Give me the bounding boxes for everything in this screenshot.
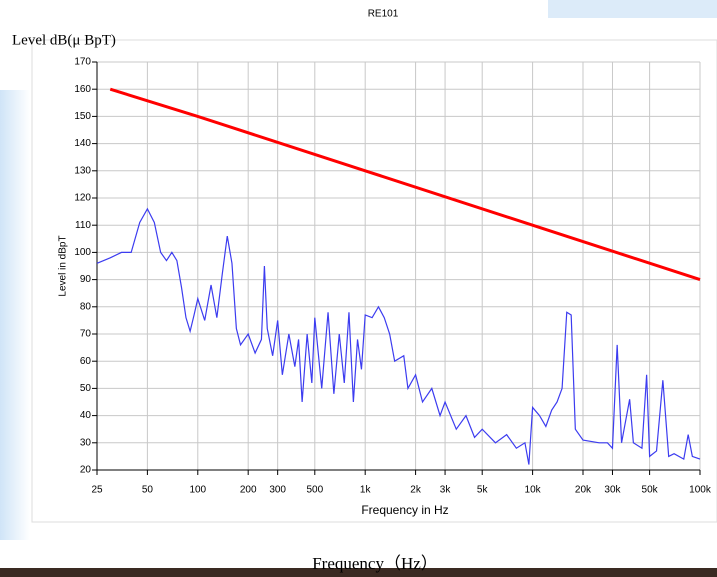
data-line <box>96 207 701 465</box>
x-tick-label: 200 <box>240 485 257 496</box>
x-tick-label: 2k <box>410 485 422 496</box>
y-tick-label: 140 <box>74 138 91 149</box>
x-tick-label: 3k <box>440 485 452 496</box>
x-tick-label: 5k <box>477 485 489 496</box>
x-axis-label: Frequency in Hz <box>361 503 448 517</box>
x-tick-label: 100 <box>189 485 206 496</box>
y-tick-label: 110 <box>75 220 91 231</box>
y-tick-label: 40 <box>80 410 92 421</box>
background-left <box>0 90 30 540</box>
y-tick-label: 160 <box>74 84 91 95</box>
x-tick-label: 1k <box>360 485 372 496</box>
chart-title: RE101 <box>368 9 399 20</box>
y-tick-label: 130 <box>74 165 91 176</box>
y-tick-label: 120 <box>74 193 91 204</box>
background-top <box>548 0 717 18</box>
y-tick-label: 30 <box>80 437 92 448</box>
y-tick-label: 150 <box>74 111 91 122</box>
bottom-strip <box>0 568 717 577</box>
data-line <box>109 87 701 282</box>
x-tick-label: 20k <box>575 485 592 496</box>
x-tick-label: 25 <box>91 485 103 496</box>
x-tick-label: 50 <box>142 485 154 496</box>
y-tick-label: 90 <box>80 274 92 285</box>
y-tick-label: 20 <box>80 465 92 476</box>
y-tick-label: 70 <box>80 329 92 340</box>
x-tick-label: 30k <box>604 485 621 496</box>
x-tick-label: 100k <box>689 485 712 496</box>
x-tick-label: 50k <box>642 485 659 496</box>
x-tick-label: 300 <box>269 485 286 496</box>
footer: Frequency（Hz） <box>312 554 438 573</box>
x-tick-label: 500 <box>306 485 323 496</box>
y-tick-label: 100 <box>74 247 91 258</box>
header: Level dB(μ BpT) <box>12 32 116 48</box>
y-tick-label: 170 <box>74 57 91 68</box>
chart-panel <box>31 39 717 523</box>
y-tick-label: 50 <box>80 383 92 394</box>
y-axis-label: Level in dBpT <box>58 235 69 296</box>
y-tick-label: 80 <box>80 301 92 312</box>
y-tick-label: 60 <box>80 356 92 367</box>
x-tick-label: 10k <box>525 485 542 496</box>
